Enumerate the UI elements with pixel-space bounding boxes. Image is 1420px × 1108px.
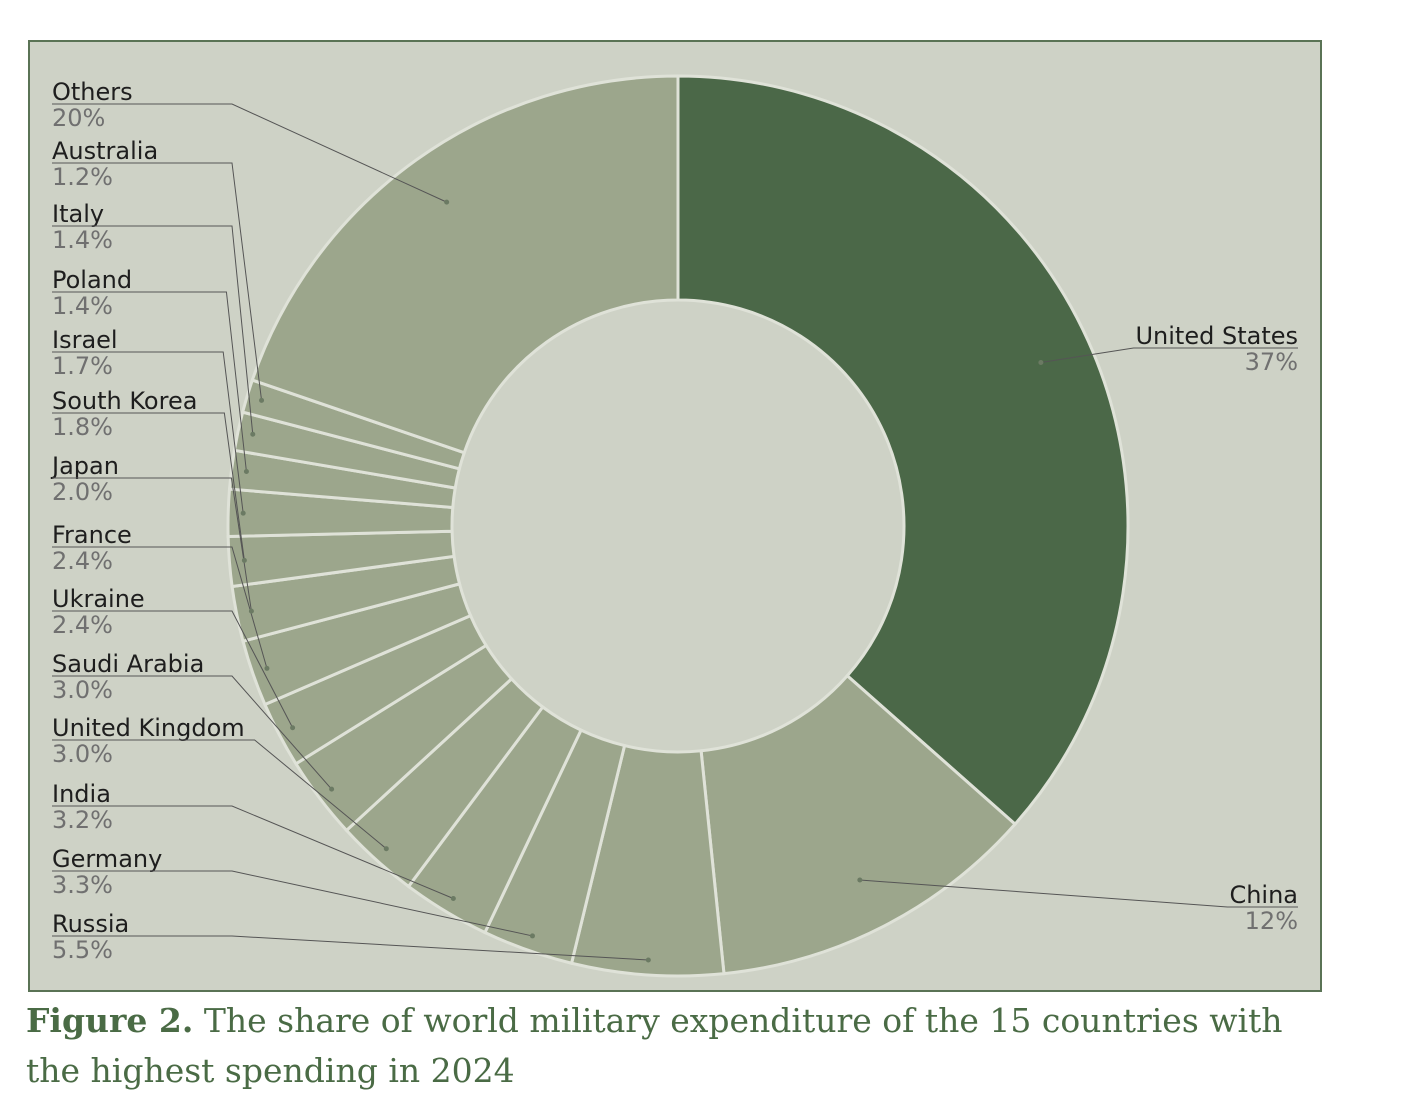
label-united-kingdom: United Kingdom	[52, 714, 245, 742]
leader-dot-italy	[250, 431, 256, 437]
label-india: India	[52, 780, 111, 808]
value-germany: 3.3%	[52, 871, 113, 899]
value-australia: 1.2%	[52, 163, 113, 191]
leader-italy	[52, 225, 254, 435]
leader-dot-saudi-arabia	[329, 786, 335, 792]
leader-russia	[52, 935, 649, 961]
label-germany: Germany	[52, 845, 162, 873]
leader-poland	[52, 291, 247, 472]
value-france: 2.4%	[52, 547, 113, 575]
leader-dot-poland	[243, 469, 249, 475]
leader-dot-japan	[248, 608, 254, 614]
value-ukraine: 2.4%	[52, 611, 113, 639]
value-saudi-arabia: 3.0%	[52, 676, 113, 704]
caption-label: Figure 2.	[26, 1001, 194, 1040]
caption-text: The share of world military expenditure …	[26, 1001, 1283, 1090]
value-india: 3.2%	[52, 806, 113, 834]
label-south-korea: South Korea	[52, 387, 197, 415]
leader-dot-russia	[645, 957, 651, 963]
leader-dot-united-kingdom	[383, 846, 389, 852]
leader-others	[52, 103, 447, 203]
slice-united-states	[676, 74, 1130, 827]
leader-israel	[52, 351, 244, 514]
leader-france	[52, 546, 268, 669]
value-united-kingdom: 3.0%	[52, 740, 113, 768]
leader-dot-china	[857, 877, 863, 883]
figure-panel: United States 37% China 12% Russia 5.5% German…	[28, 40, 1322, 992]
value-others: 20%	[52, 104, 105, 132]
leader-united-states	[1040, 347, 1298, 363]
label-russia: Russia	[52, 910, 129, 938]
leader-saudi-arabia	[52, 675, 333, 790]
label-poland: Poland	[52, 266, 132, 294]
label-france: France	[52, 521, 132, 549]
leader-dot-united-states	[1038, 360, 1044, 366]
leader-dot-ukraine	[290, 725, 296, 731]
leader-united-kingdom	[52, 739, 387, 850]
figure-caption: Figure 2. The share of world military ex…	[26, 996, 1316, 1096]
value-israel: 1.7%	[52, 352, 113, 380]
leader-dot-france	[264, 665, 270, 671]
value-japan: 2.0%	[52, 478, 113, 506]
label-saudi-arabia: Saudi Arabia	[52, 650, 204, 678]
leader-dot-germany	[529, 933, 535, 939]
label-united-states: United States	[1135, 322, 1298, 350]
leader-japan	[52, 477, 252, 612]
value-china: 12%	[1245, 907, 1298, 935]
slice-china	[699, 673, 1018, 976]
label-ukraine: Ukraine	[52, 585, 145, 613]
leader-australia	[52, 162, 263, 401]
leader-dot-south-korea	[241, 557, 247, 563]
value-south-korea: 1.8%	[52, 413, 113, 441]
label-israel: Israel	[52, 326, 118, 354]
value-italy: 1.4%	[52, 226, 113, 254]
leader-dot-india	[450, 895, 456, 901]
leader-india	[52, 805, 454, 899]
leader-china	[859, 879, 1298, 908]
label-others: Others	[52, 78, 133, 106]
leader-dot-israel	[240, 510, 246, 516]
label-australia: Australia	[52, 137, 158, 165]
leader-germany	[52, 870, 533, 937]
value-russia: 5.5%	[52, 936, 113, 964]
leader-dot-others	[444, 199, 450, 205]
slice-others	[250, 74, 680, 455]
value-poland: 1.4%	[52, 292, 113, 320]
leader-ukraine	[52, 610, 294, 728]
leader-south-korea	[52, 412, 245, 561]
value-united-states: 37%	[1245, 348, 1298, 376]
label-japan: Japan	[50, 452, 119, 480]
leader-dot-australia	[259, 397, 265, 403]
label-china: China	[1229, 881, 1298, 909]
label-italy: Italy	[52, 200, 104, 228]
